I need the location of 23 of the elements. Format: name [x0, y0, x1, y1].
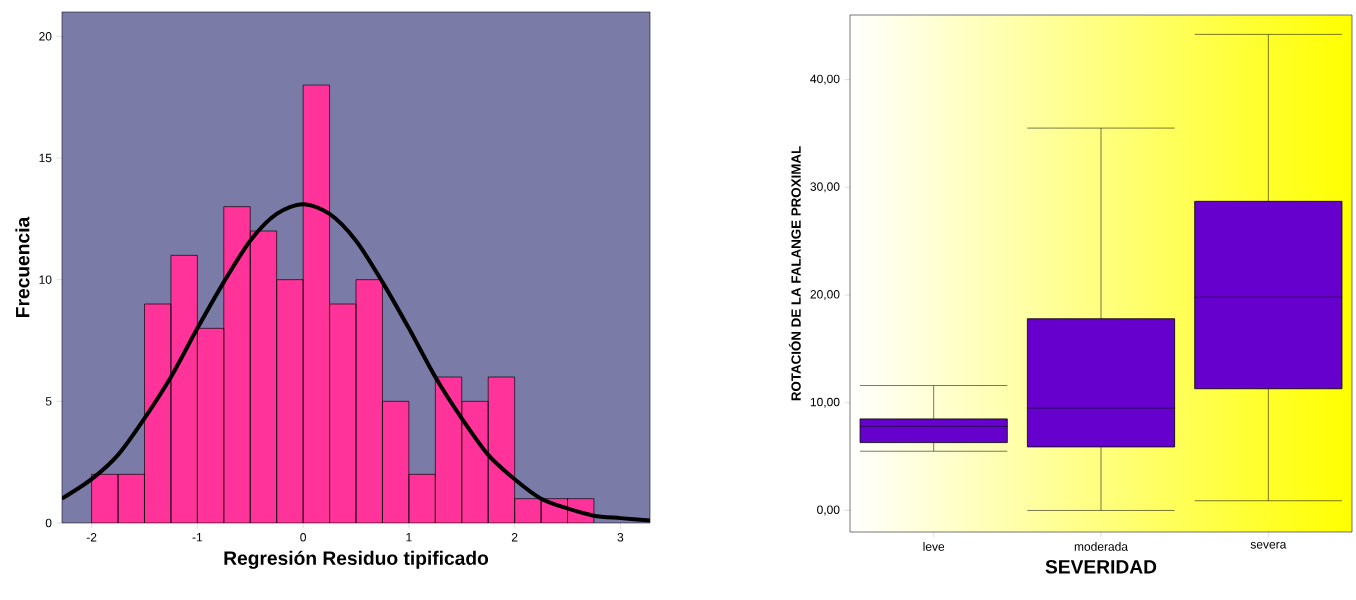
x-tick-label: -2 — [86, 533, 97, 542]
y-tick-label: 30,00 — [810, 182, 840, 193]
x-tick-label: moderada — [1074, 542, 1129, 551]
x-tick-label: -1 — [192, 533, 203, 542]
x-tick-label: 3 — [617, 533, 624, 542]
x-tick-label: 1 — [406, 533, 412, 542]
y-tick-label: 15 — [39, 153, 52, 163]
x-axis-title: Regresión Residuo tipificado — [224, 550, 489, 569]
y-tick-label: 10,00 — [810, 397, 840, 408]
x-tick-label: 0 — [300, 533, 306, 542]
x-tick-label: severa — [1250, 542, 1287, 549]
y-tick-label: 10 — [39, 275, 52, 284]
y-axis-title: Frecuencia — [15, 216, 30, 317]
y-tick-label: 20 — [39, 32, 52, 41]
y-tick-label: 5 — [45, 397, 52, 406]
y-tick-label: 40,00 — [810, 74, 840, 85]
y-axis-title: ROTACIÓN DE LA FALANGE PROXIMAL — [788, 146, 801, 401]
y-tick-label: 20,00 — [810, 290, 840, 300]
y-tick-label: 0 — [45, 518, 52, 528]
x-axis-title: SEVERIDAD — [1045, 560, 1157, 574]
x-tick-label: 2 — [511, 533, 518, 542]
y-tick-label: 0,00 — [817, 505, 840, 516]
x-tick-label: leve — [923, 542, 945, 551]
